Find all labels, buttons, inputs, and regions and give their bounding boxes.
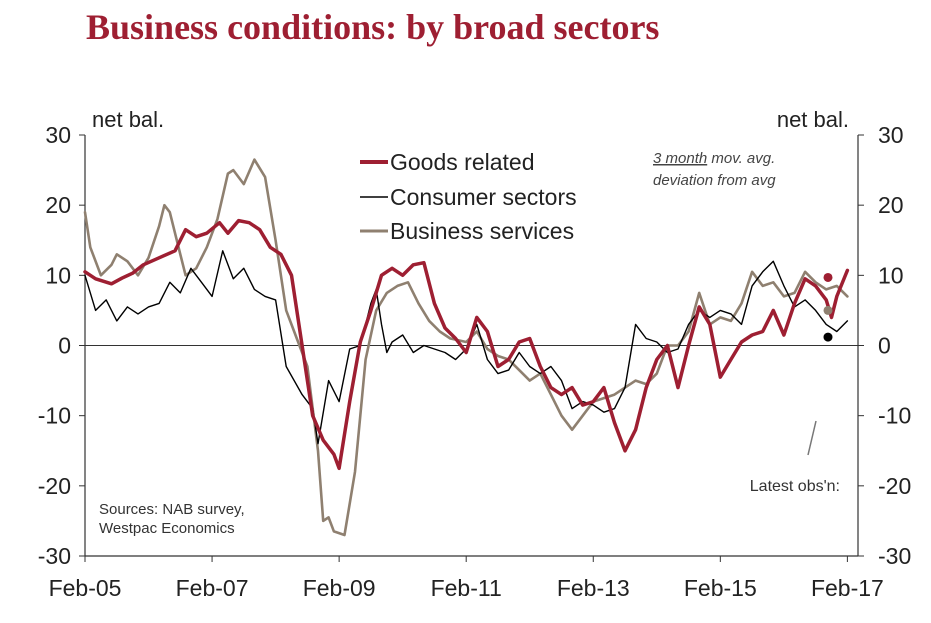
- y-tick-label-left: 10: [45, 262, 71, 288]
- y-tick-label-right: -20: [878, 473, 911, 499]
- x-tick-label: Feb-09: [303, 575, 376, 601]
- sources-line-2: Westpac Economics: [99, 520, 235, 537]
- latest-obs-pointer: [807, 420, 817, 456]
- y-tick-label-left: -30: [38, 543, 71, 569]
- legend-label-consumer-sectors: Consumer sectors: [390, 184, 577, 210]
- note-line-1: 3 month mov. avg.: [653, 150, 775, 167]
- chart-title: Business conditions: by broad sectors: [86, 7, 660, 47]
- sources-line-1: Sources: NAB survey,: [99, 501, 245, 518]
- x-tick-label: Feb-15: [684, 575, 757, 601]
- latest-marker-goods-related: [823, 272, 833, 282]
- y-tick-label-left: -20: [38, 473, 71, 499]
- y-tick-label-right: 30: [878, 122, 904, 148]
- legend: Goods related Consumer sectors Business …: [360, 149, 577, 244]
- y-tick-label-left: 30: [45, 122, 71, 148]
- note-rest: mov. avg.: [707, 150, 775, 167]
- y-tick-label-right: 0: [878, 333, 891, 359]
- y-tick-label-left: 20: [45, 192, 71, 218]
- x-tick-label: Feb-11: [431, 575, 502, 601]
- series-line-consumer-sectors: [84, 250, 849, 445]
- x-tick-label: Feb-07: [176, 575, 249, 601]
- latest-obs-label: Latest obs'n:: [750, 478, 840, 495]
- note-underlined: 3 month: [653, 150, 707, 167]
- legend-label-business-services: Business services: [390, 218, 574, 244]
- x-tick-label: Feb-13: [557, 575, 630, 601]
- x-tick-label: Feb-05: [49, 575, 122, 601]
- left-axis-unit: net bal.: [92, 107, 164, 132]
- right-axis-unit: net bal.: [777, 107, 849, 132]
- y-tick-label-right: -10: [878, 403, 911, 429]
- y-tick-label-left: 0: [58, 333, 71, 359]
- y-tick-label-right: 10: [878, 262, 904, 288]
- x-tick-label: Feb-17: [811, 575, 884, 601]
- latest-marker-consumer-sectors: [823, 332, 833, 342]
- y-tick-label-right: 20: [878, 192, 904, 218]
- latest-marker-business-services: [823, 305, 833, 315]
- y-tick-label-right: -30: [878, 543, 911, 569]
- note-line-2: deviation from avg: [653, 172, 776, 189]
- y-tick-label-left: -10: [38, 403, 71, 429]
- series-line-goods-related: [83, 218, 850, 471]
- legend-label-goods-related: Goods related: [390, 149, 534, 175]
